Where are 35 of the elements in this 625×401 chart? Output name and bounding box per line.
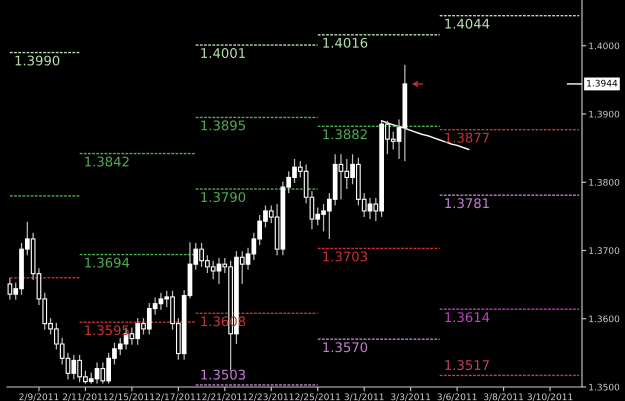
- x-tick-label: 3/8/2011: [484, 393, 524, 401]
- y-tick-label: 1.3800: [589, 178, 620, 186]
- x-tick-label: 3/1/2011: [344, 393, 384, 401]
- x-tick-label: 2/15/2011: [109, 393, 154, 401]
- annotation: 1.4044: [445, 18, 490, 29]
- x-tick-label: 3/10/2011: [528, 393, 572, 401]
- annotation: 1.3895: [201, 120, 245, 130]
- annotation: 1.4016: [323, 38, 368, 48]
- y-tick-label: 1.3500: [589, 384, 620, 391]
- annotation: 1.3990: [16, 56, 60, 66]
- x-tick-label: 3/6/2011: [438, 393, 477, 401]
- y-tick-label: 1.3600: [589, 315, 620, 322]
- annotation: 1.3614: [445, 312, 490, 322]
- annotation: 1.3570: [323, 342, 368, 352]
- x-tick-label: 2/11/2011: [62, 393, 108, 401]
- x-tick-label: 2/23/2011: [248, 393, 294, 401]
- annotation: 1.3790: [201, 192, 246, 202]
- x-tick-label: 2/25/2011: [295, 393, 340, 401]
- x-tick-label: 2/17/2011: [156, 393, 201, 401]
- y-tick-label: 1.4000: [589, 42, 620, 50]
- annotation: 1.3694: [85, 258, 130, 268]
- x-tick-label: 2/9/2011: [19, 393, 58, 401]
- ref-line-label: 1.3944: [587, 80, 618, 87]
- y-tick-label: 1.3700: [589, 247, 620, 254]
- annotation: 1.3882: [323, 129, 367, 140]
- x-tick-label: 2/21/2011: [202, 393, 248, 401]
- annotation: 1.3703: [323, 251, 368, 262]
- annotation: 1.3842: [85, 156, 129, 167]
- annotation: 1.4001: [201, 48, 245, 58]
- x-tick-label: 3/3/2011: [391, 393, 430, 401]
- annotation: 1.3781: [445, 198, 489, 208]
- annotation: 1.3503: [201, 370, 246, 380]
- y-tick-label: 1.3900: [589, 110, 620, 118]
- annotation: 1.3877: [445, 132, 489, 143]
- annotation: 1.3517: [445, 360, 489, 370]
